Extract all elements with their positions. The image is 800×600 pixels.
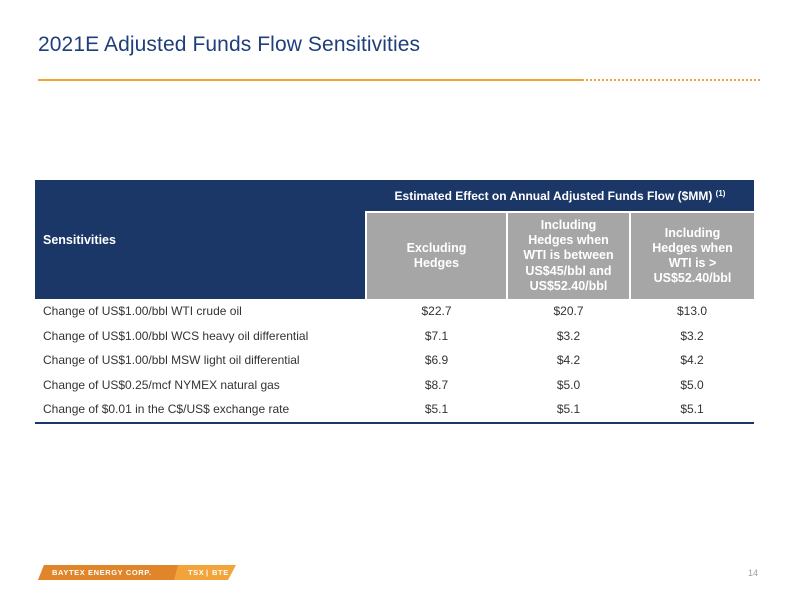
cell-excluding-hedges: $6.9 — [424, 353, 449, 368]
column-header-excluding-hedges: Excluding Hedges — [365, 212, 507, 299]
cell-hedges-between: $20.7 — [553, 304, 584, 319]
cell-excluding-hedges: $5.1 — [366, 397, 507, 424]
company-logo: BAYTEX ENERGY CORP. TSX | BTE — [38, 565, 238, 580]
group-header: Estimated Effect on Annual Adjusted Fund… — [366, 180, 755, 213]
column-header-hedges-between: Including Hedges when WTI is between US$… — [506, 212, 630, 299]
row-label: Change of US$0.25/mcf NYMEX natural gas — [43, 377, 280, 392]
cell-hedges-between: $4.2 — [556, 353, 581, 368]
cell-excluding-hedges: $22.7 — [421, 304, 452, 319]
sensitivities-header: Sensitivities — [35, 180, 366, 299]
exchange-label: TSX — [188, 568, 205, 577]
table-row: Change of US$0.25/mcf NYMEX natural gas … — [35, 373, 754, 398]
group-header-label: Estimated Effect on Annual Adjusted Fund… — [394, 188, 713, 203]
row-label: Change of $0.01 in the C$/US$ exchange r… — [35, 397, 366, 424]
table-row: Change of $0.01 in the C$/US$ exchange r… — [35, 397, 755, 424]
group-header-footnote: (1) — [715, 188, 726, 198]
company-name: BAYTEX ENERGY CORP. — [52, 568, 152, 577]
table-row: Change of US$1.00/bbl WTI crude oil $22.… — [35, 299, 754, 324]
cell-hedges-above: $5.1 — [630, 397, 755, 424]
table-row: Change of US$1.00/bbl MSW light oil diff… — [35, 348, 754, 373]
cell-hedges-between: $5.1 — [507, 397, 630, 424]
logo-banner-graphic — [38, 565, 236, 580]
cell-excluding-hedges: $8.7 — [424, 377, 449, 392]
column-header-hedges-above: Including Hedges when WTI is > US$52.40/… — [628, 212, 755, 299]
ticker-divider: | — [206, 568, 209, 577]
cell-hedges-above: $5.0 — [680, 377, 704, 392]
column-header-label: Including Hedges when WTI is > US$52.40/… — [652, 225, 733, 286]
row-label: Change of US$1.00/bbl MSW light oil diff… — [43, 353, 300, 368]
cell-hedges-between: $5.0 — [556, 377, 581, 392]
ticker-label: BTE — [212, 568, 229, 577]
cell-hedges-between: $3.2 — [556, 328, 581, 343]
row-label: Change of US$1.00/bbl WTI crude oil — [43, 304, 242, 319]
cell-excluding-hedges: $7.1 — [424, 328, 449, 343]
column-header-label: Including Hedges when WTI is between US$… — [523, 217, 614, 293]
page-number: 14 — [747, 568, 758, 578]
cell-hedges-above: $4.2 — [680, 353, 704, 368]
cell-hedges-above: $13.0 — [676, 304, 708, 319]
table-row: Change of US$1.00/bbl WCS heavy oil diff… — [35, 324, 754, 349]
title-underline — [38, 79, 582, 81]
page-title: 2021E Adjusted Funds Flow Sensitivities — [38, 33, 421, 56]
sensitivities-table: Sensitivities Estimated Effect on Annual… — [35, 180, 755, 424]
column-header-label: Excluding Hedges — [406, 240, 467, 270]
cell-hedges-above: $3.2 — [680, 328, 704, 343]
title-underline-hatch — [582, 79, 762, 81]
row-label: Change of US$1.00/bbl WCS heavy oil diff… — [43, 328, 309, 343]
